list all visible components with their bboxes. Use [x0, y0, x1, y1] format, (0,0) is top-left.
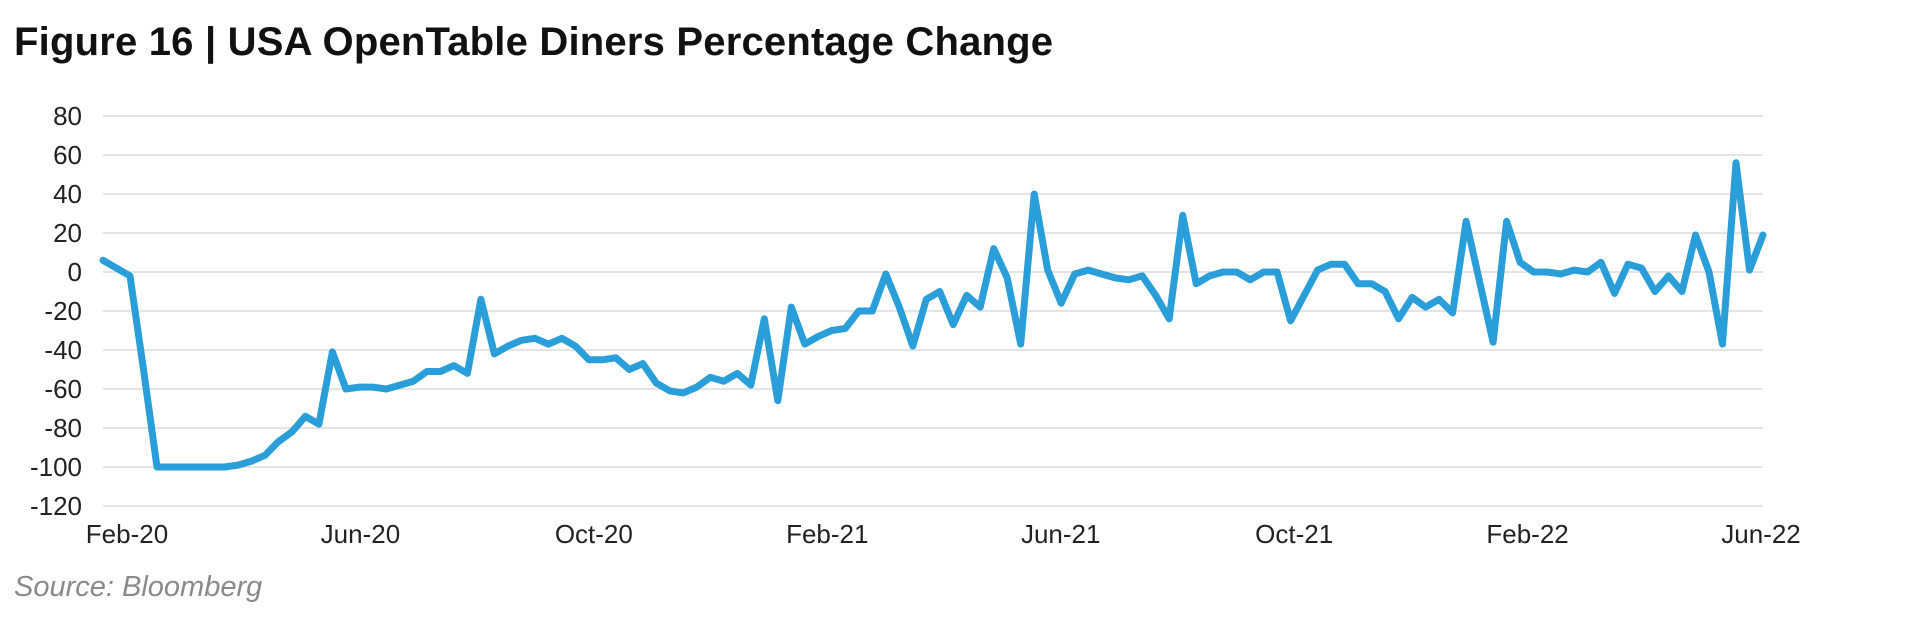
figure-title: Figure 16 | USA OpenTable Diners Percent… — [14, 20, 1054, 64]
x-tick-label: Feb-21 — [786, 519, 868, 549]
x-tick-label: Oct-21 — [1255, 519, 1333, 549]
y-tick-label: 20 — [53, 218, 82, 248]
gridlines — [103, 115, 1763, 507]
y-tick-label: -20 — [44, 296, 82, 326]
series-layer — [99, 159, 1767, 471]
y-tick-label: -40 — [44, 335, 82, 365]
y-tick-label: 60 — [53, 140, 82, 170]
x-tick-label: Feb-22 — [1486, 519, 1568, 549]
x-tick-label: Jun-22 — [1721, 519, 1801, 549]
y-tick-label: -60 — [44, 374, 82, 404]
x-axis-tick-labels: Feb-20 Jun-20 Oct-20 Feb-21 Jun-21 Oct-21 Feb-… — [86, 519, 1801, 549]
source-note: Source: Bloomberg — [14, 571, 263, 603]
series-line — [99, 159, 1767, 471]
x-tick-label: Jun-20 — [321, 519, 401, 549]
y-tick-label: -100 — [30, 452, 82, 482]
y-tick-label: 0 — [68, 257, 82, 287]
x-tick-label: Oct-20 — [555, 519, 633, 549]
y-tick-label: -120 — [30, 491, 82, 521]
y-tick-label: -80 — [44, 413, 82, 443]
x-tick-label: Jun-21 — [1021, 519, 1101, 549]
y-tick-label: 80 — [53, 101, 82, 131]
x-tick-label: Feb-20 — [86, 519, 168, 549]
y-tick-label: 40 — [53, 179, 82, 209]
y-axis-tick-labels: 80 60 40 20 0 -20 -40 -60 -80 -100 -120 — [30, 101, 82, 521]
